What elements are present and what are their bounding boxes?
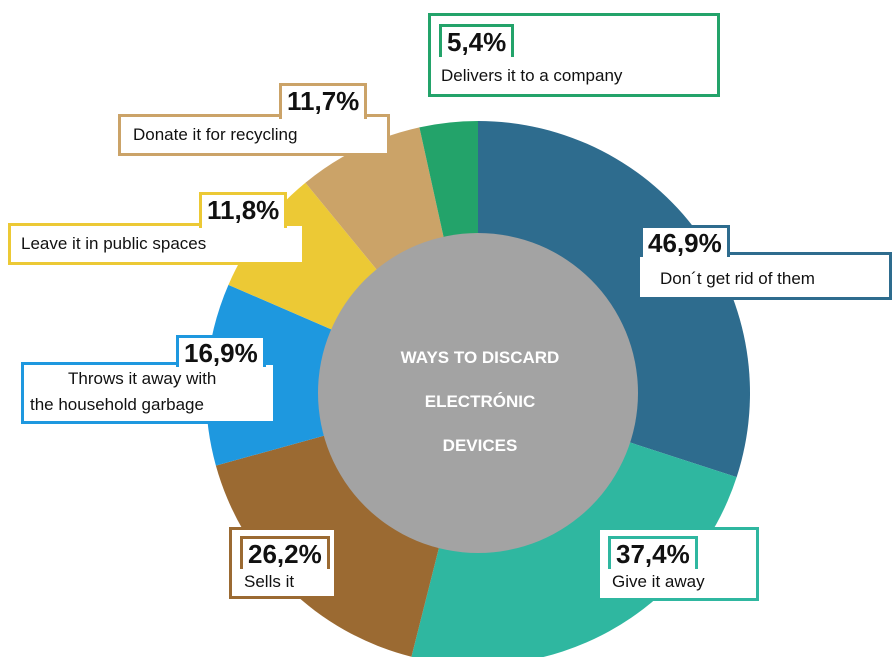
callout-label-line-2: the household garbage — [30, 395, 204, 414]
callout-dont-get-rid: 46,9% Don´t get rid of them — [637, 225, 892, 300]
center-title-line-1: WAYS TO DISCARD — [400, 348, 560, 367]
callout-sells-it: 26,2% Sells it — [229, 527, 337, 599]
callout-value: 26,2% — [240, 536, 330, 569]
callout-value: 11,8% — [199, 192, 288, 228]
callout-value: 37,4% — [608, 536, 698, 569]
callout-label-line-1: Throws it away with — [68, 369, 217, 388]
callout-label: Give it away — [612, 572, 705, 591]
callout-label: Sells it — [244, 572, 295, 591]
donut-center-disc — [318, 233, 638, 553]
callout-public-spaces: 11,8% Leave it in public spaces — [8, 192, 305, 265]
callout-label: Delivers it to a company — [441, 66, 623, 85]
callout-give-it-away: 37,4% Give it away — [597, 527, 759, 601]
callout-value: 46,9% — [640, 225, 730, 258]
callout-company: 5,4% Delivers it to a company — [428, 13, 720, 97]
callout-label: Leave it in public spaces — [21, 234, 207, 253]
callout-value: 16,9% — [176, 335, 266, 368]
callout-value: 5,4% — [439, 24, 515, 57]
chart-center-title: WAYS TO DISCARD ELECTRÓNIC DEVICES — [340, 336, 620, 468]
callout-recycling: 11,7% Donate it for recycling — [118, 83, 390, 156]
center-title-line-3: DEVICES — [442, 436, 518, 455]
center-title-line-2: ELECTRÓNIC — [424, 392, 536, 411]
callout-value: 11,7% — [279, 83, 368, 119]
callout-label: Don´t get rid of them — [660, 269, 815, 288]
callout-label: Donate it for recycling — [133, 125, 298, 144]
callout-household-garbage: 16,9% Throws it away with the household … — [21, 335, 276, 424]
